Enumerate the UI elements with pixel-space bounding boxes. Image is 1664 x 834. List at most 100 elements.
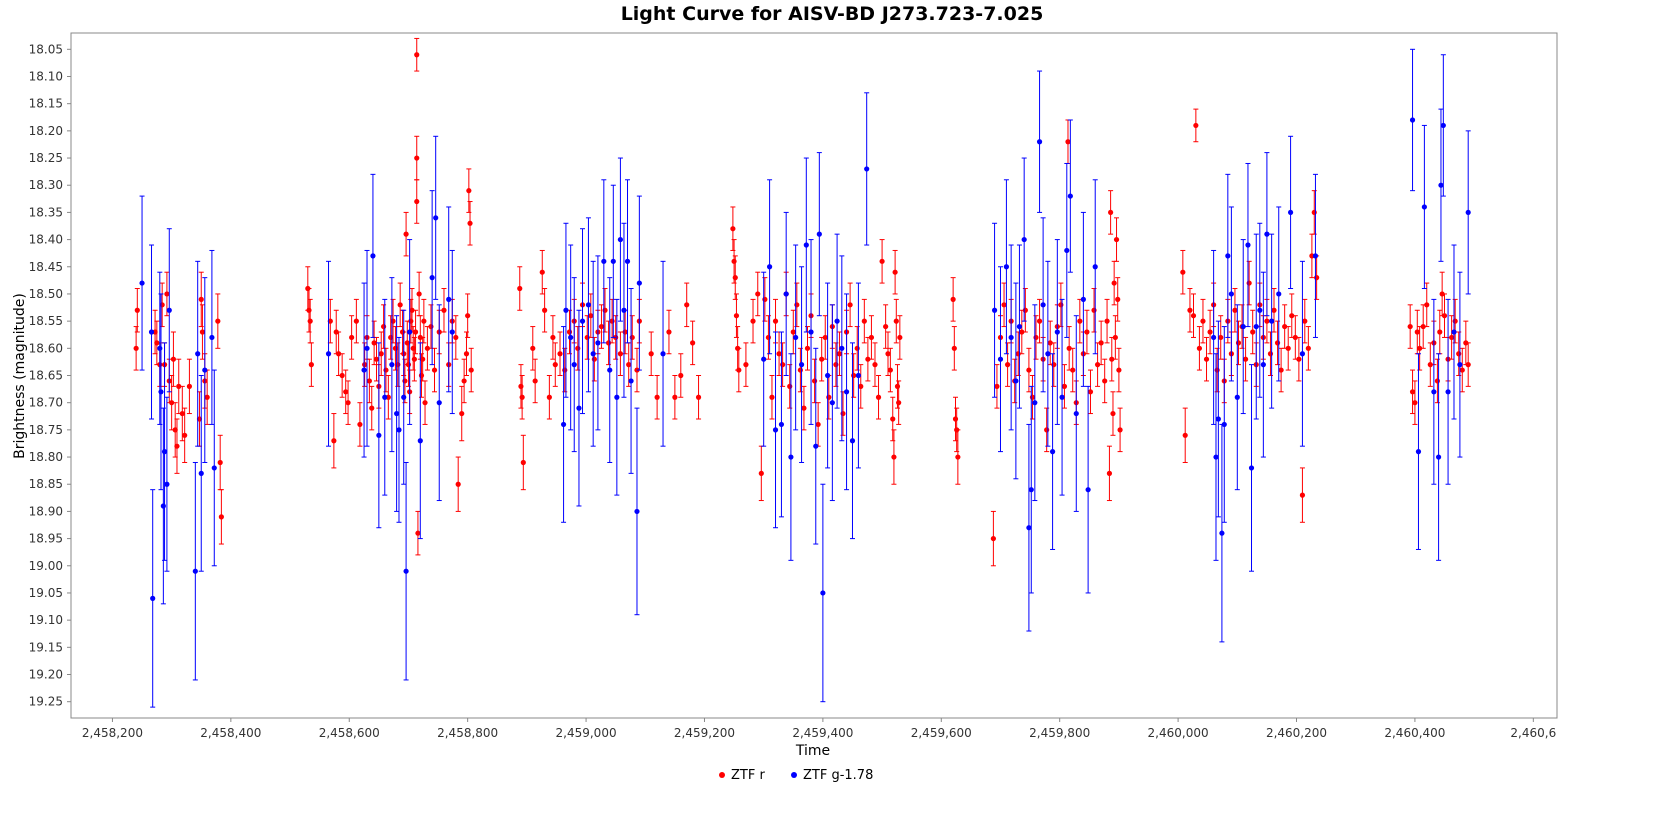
data-point-ztf-r xyxy=(840,410,846,417)
data-point-ztf-r xyxy=(385,394,391,400)
data-point-ztf-r xyxy=(403,231,409,237)
data-point-ztf-r xyxy=(186,383,193,389)
data-point-ztf-r xyxy=(1026,367,1032,373)
data-point-ztf-r xyxy=(1218,334,1224,341)
data-point-ztf-r xyxy=(1282,323,1288,330)
data-point-ztf-g xyxy=(585,302,592,308)
data-point-ztf-r xyxy=(1036,318,1043,324)
data-point-ztf-r xyxy=(750,318,756,324)
data-point-ztf-r xyxy=(542,307,548,313)
x-tick-label: 2,460,400 xyxy=(1384,726,1445,740)
data-point-ztf-r xyxy=(584,334,590,341)
data-point-ztf-r xyxy=(1001,302,1007,308)
data-point-ztf-r xyxy=(1452,318,1458,324)
data-point-ztf-g xyxy=(198,470,204,476)
data-point-ztf-r xyxy=(885,351,891,357)
data-point-ztf-r xyxy=(182,432,188,438)
data-point-ztf-g xyxy=(855,372,862,379)
y-tick-label: 18.15 xyxy=(29,97,63,111)
data-point-ztf-g xyxy=(816,231,822,237)
data-point-ztf-r xyxy=(952,416,959,422)
data-point-ztf-r xyxy=(1278,367,1284,373)
data-point-ztf-g xyxy=(1036,139,1043,145)
data-point-ztf-r xyxy=(410,345,416,351)
data-point-ztf-g xyxy=(195,351,201,357)
data-point-ztf-r xyxy=(758,470,764,476)
data-point-ztf-r xyxy=(994,383,1000,389)
x-axis-label: Time xyxy=(795,743,830,759)
data-point-ztf-g xyxy=(1021,236,1027,243)
data-point-ztf-r xyxy=(159,302,165,308)
data-point-ztf-r xyxy=(626,362,632,368)
data-point-ztf-r xyxy=(762,296,768,302)
data-point-ztf-r xyxy=(836,351,843,357)
data-point-ztf-g xyxy=(1032,400,1038,406)
data-point-ztf-g xyxy=(778,421,785,428)
legend-marker-ztf-g xyxy=(791,772,797,778)
data-point-ztf-r xyxy=(134,307,140,313)
series-ztf-g xyxy=(139,117,1471,601)
data-point-ztf-g xyxy=(595,340,601,346)
x-tick-label: 2,459,000 xyxy=(556,726,617,740)
data-point-ztf-r xyxy=(865,356,871,362)
data-point-ztf-g xyxy=(1008,334,1014,341)
data-point-ztf-r xyxy=(897,334,903,341)
data-point-ztf-g xyxy=(788,454,794,460)
data-point-ztf-r xyxy=(383,367,389,373)
data-point-ztf-r xyxy=(1044,427,1050,433)
data-point-ztf-r xyxy=(198,296,204,302)
x-tick-label: 2,459,400 xyxy=(792,726,853,740)
data-point-ztf-r xyxy=(1420,323,1426,330)
data-point-ztf-r xyxy=(1289,313,1295,319)
y-tick-label: 18.95 xyxy=(29,532,63,546)
data-point-ztf-g xyxy=(813,443,819,449)
data-point-ztf-r xyxy=(424,345,431,351)
data-point-ztf-r xyxy=(1187,307,1193,313)
data-point-ztf-r xyxy=(896,400,902,406)
y-tick-label: 18.75 xyxy=(29,423,63,437)
data-point-ztf-r xyxy=(1449,334,1455,341)
data-point-ztf-g xyxy=(579,318,586,324)
data-point-ztf-g xyxy=(849,438,856,444)
legend-marker-ztf-r xyxy=(719,772,725,778)
data-point-ztf-r xyxy=(1424,302,1430,308)
data-point-ztf-r xyxy=(1267,351,1274,357)
data-point-ztf-g xyxy=(403,568,409,574)
data-point-ztf-r xyxy=(357,421,363,428)
data-point-ztf-r xyxy=(684,302,690,308)
data-point-ztf-g xyxy=(1026,525,1032,531)
data-point-ztf-r xyxy=(1434,378,1441,384)
data-point-ztf-r xyxy=(369,405,375,411)
data-point-ztf-r xyxy=(890,416,896,422)
data-point-ztf-r xyxy=(421,318,427,324)
data-point-ztf-r xyxy=(532,378,538,384)
legend-label-ztf-r: ZTF r xyxy=(731,768,765,783)
data-point-ztf-r xyxy=(415,530,421,536)
legend-label-ztf-g: ZTF g-1.78 xyxy=(803,768,873,783)
data-point-ztf-g xyxy=(1451,329,1457,335)
data-point-ztf-r xyxy=(550,334,556,341)
data-point-ztf-g xyxy=(571,362,577,368)
data-point-ztf-g xyxy=(660,351,666,357)
data-point-ztf-g xyxy=(382,394,388,400)
y-tick-label: 19.00 xyxy=(29,559,63,573)
data-point-ztf-r xyxy=(466,188,472,194)
x-tick-label: 2,459,600 xyxy=(911,726,972,740)
data-point-ztf-r xyxy=(1417,345,1423,351)
data-point-ztf-r xyxy=(875,394,882,400)
data-point-ztf-g xyxy=(209,334,215,341)
data-point-ztf-r xyxy=(847,302,853,308)
data-point-ztf-g xyxy=(1431,389,1437,395)
data-point-ztf-g xyxy=(1415,449,1422,455)
data-point-ztf-r xyxy=(588,313,594,319)
data-point-ztf-r xyxy=(455,481,461,487)
data-point-ztf-r xyxy=(854,345,860,351)
data-point-ztf-r xyxy=(950,296,956,302)
data-point-ztf-r xyxy=(617,351,624,357)
data-point-ztf-r xyxy=(1098,340,1104,346)
data-point-ztf-g xyxy=(1269,318,1275,324)
data-point-ztf-g xyxy=(1040,302,1046,308)
data-point-ztf-g xyxy=(401,394,407,400)
data-point-ztf-g xyxy=(783,291,789,297)
data-point-ztf-r xyxy=(797,367,803,373)
